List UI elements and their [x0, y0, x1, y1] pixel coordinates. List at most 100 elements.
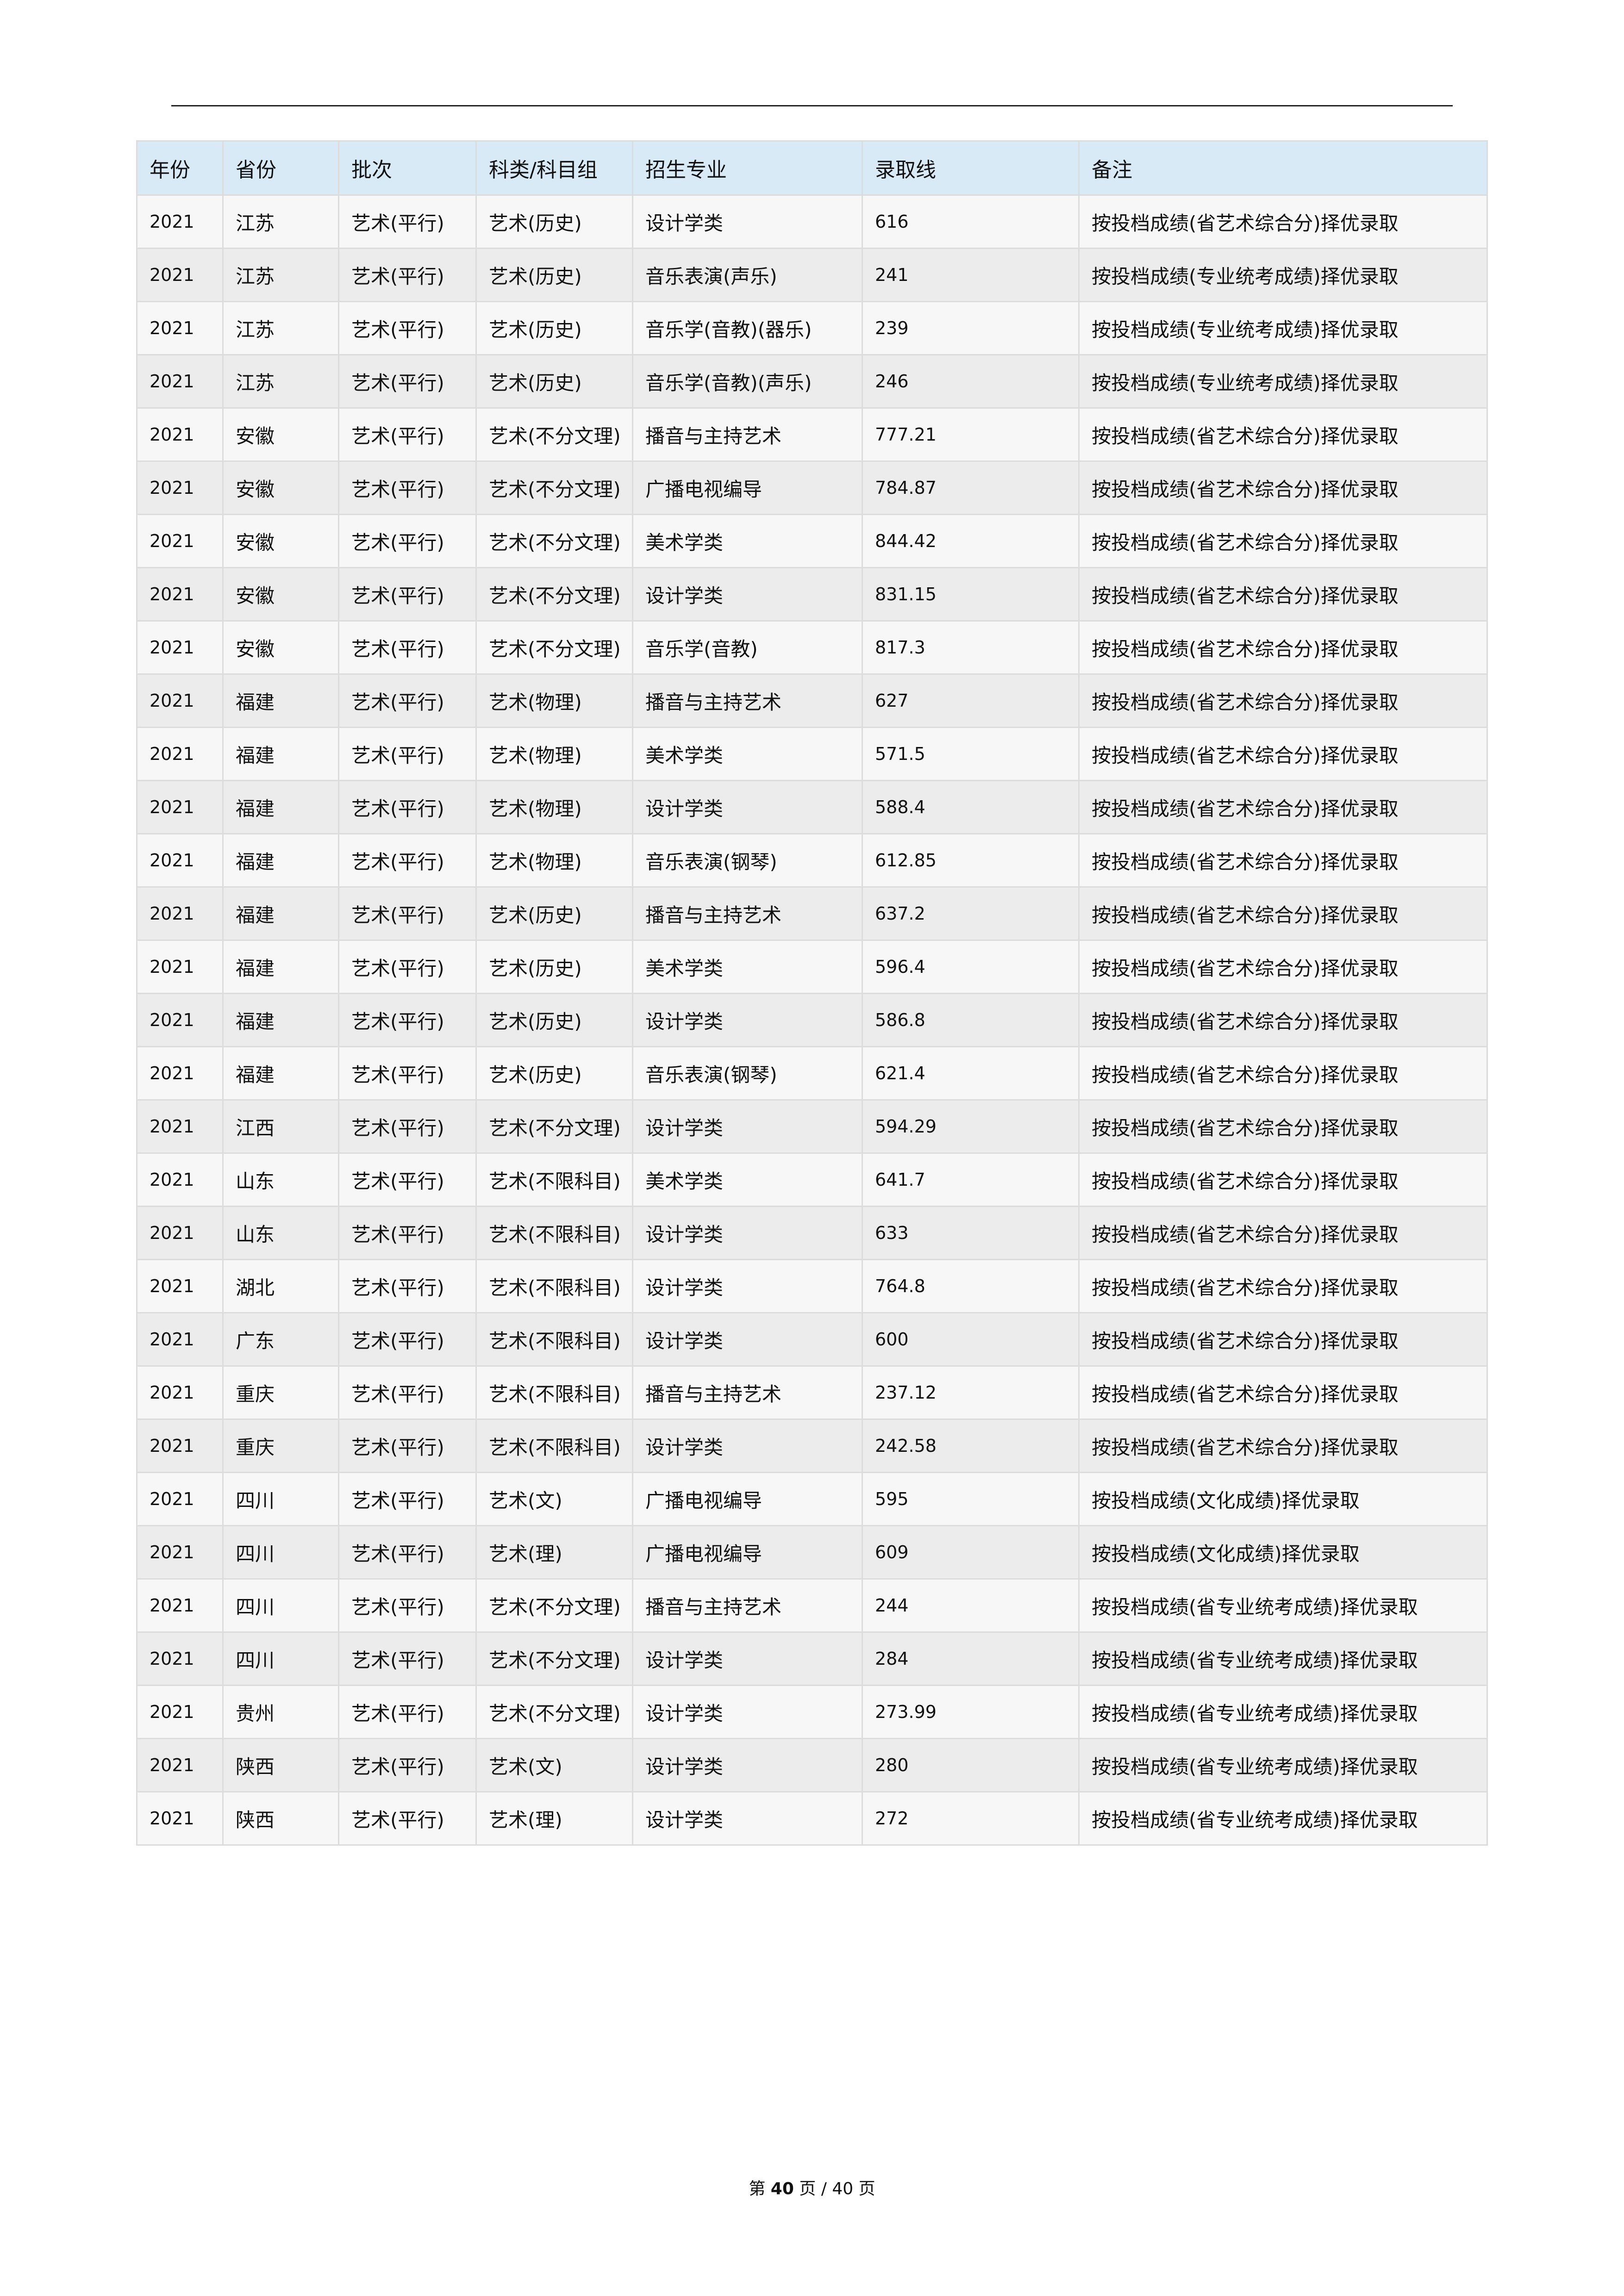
table-row: 2021 福建 艺术(平行) 艺术(物理) 美术学类 571.5 按投档成绩(省艺术综合分)… — [136, 727, 1488, 781]
cell-province: 福建 — [222, 1046, 339, 1101]
cell-score: 844.42 — [862, 514, 1080, 568]
cell-year: 2021 — [136, 1419, 224, 1473]
table-row: 2021 福建 艺术(平行) 艺术(物理) 音乐表演(钢琴) 612.85 按投档成绩(省艺… — [136, 833, 1488, 888]
table-row: 2021 安徽 艺术(平行) 艺术(不分文理) 美术学类 844.42 按投档成绩(省艺术综… — [136, 514, 1488, 568]
cell-score: 633 — [862, 1206, 1080, 1260]
table-row: 2021 福建 艺术(平行) 艺术(历史) 美术学类 596.4 按投档成绩(省艺术综合分)… — [136, 940, 1488, 994]
cell-major: 美术学类 — [632, 1152, 863, 1207]
cell-year: 2021 — [136, 1099, 224, 1154]
cell-province: 福建 — [222, 993, 339, 1047]
cell-batch: 艺术(平行) — [338, 833, 477, 888]
cell-year: 2021 — [136, 1046, 224, 1101]
cell-year: 2021 — [136, 407, 224, 462]
cell-score: 637.2 — [862, 886, 1080, 941]
cell-major: 音乐学(音教) — [632, 620, 863, 675]
cell-year: 2021 — [136, 1312, 224, 1367]
cell-score: 817.3 — [862, 620, 1080, 675]
cell-year: 2021 — [136, 567, 224, 622]
cell-score: 595 — [862, 1472, 1080, 1526]
cell-year: 2021 — [136, 514, 224, 568]
cell-batch: 艺术(平行) — [338, 1525, 477, 1580]
cell-batch: 艺术(平行) — [338, 1206, 477, 1260]
cell-score: 239 — [862, 301, 1080, 355]
cell-category: 艺术(不分文理) — [475, 1099, 633, 1154]
cell-major: 音乐表演(钢琴) — [632, 1046, 863, 1101]
cell-batch: 艺术(平行) — [338, 1685, 477, 1739]
cell-province: 江西 — [222, 1099, 339, 1154]
table-row: 2021 江苏 艺术(平行) 艺术(历史) 音乐学(音教)(声乐) 246 按投档成绩(专业… — [136, 354, 1488, 409]
header-rule — [171, 105, 1453, 106]
cell-province: 山东 — [222, 1152, 339, 1207]
cell-batch: 艺术(平行) — [338, 1152, 477, 1207]
cell-year: 2021 — [136, 1738, 224, 1792]
cell-note: 按投档成绩(省专业统考成绩)择优录取 — [1078, 1738, 1488, 1792]
page-prefix: 第 — [749, 2179, 766, 2198]
cell-batch: 艺术(平行) — [338, 248, 477, 302]
cell-score: 609 — [862, 1525, 1080, 1580]
cell-note: 按投档成绩(省艺术综合分)择优录取 — [1078, 1099, 1488, 1154]
cell-batch: 艺术(平行) — [338, 354, 477, 409]
cell-major: 设计学类 — [632, 1259, 863, 1313]
cell-major: 播音与主持艺术 — [632, 1578, 863, 1633]
table-row: 2021 福建 艺术(平行) 艺术(历史) 音乐表演(钢琴) 621.4 按投档成绩(省艺术… — [136, 1046, 1488, 1101]
cell-category: 艺术(物理) — [475, 780, 633, 834]
cell-year: 2021 — [136, 993, 224, 1047]
cell-score: 777.21 — [862, 407, 1080, 462]
admission-table: 年份 省份 批次 科类/科目组 招生专业 录取线 备注 2021 江苏 艺术(平行)… — [136, 140, 1488, 1846]
cell-note: 按投档成绩(文化成绩)择优录取 — [1078, 1472, 1488, 1526]
cell-batch: 艺术(平行) — [338, 407, 477, 462]
cell-note: 按投档成绩(省艺术综合分)择优录取 — [1078, 940, 1488, 994]
cell-batch: 艺术(平行) — [338, 301, 477, 355]
cell-year: 2021 — [136, 940, 224, 994]
header-score: 录取线 — [862, 140, 1080, 196]
table-row: 2021 陕西 艺术(平行) 艺术(理) 设计学类 272 按投档成绩(省专业统考成绩)择优… — [136, 1791, 1488, 1846]
table-row: 2021 安徽 艺术(平行) 艺术(不分文理) 广播电视编导 784.87 按投档成绩(省艺… — [136, 460, 1488, 515]
cell-major: 设计学类 — [632, 1631, 863, 1686]
cell-major: 设计学类 — [632, 1419, 863, 1473]
cell-year: 2021 — [136, 1578, 224, 1633]
cell-major: 播音与主持艺术 — [632, 1365, 863, 1420]
cell-province: 安徽 — [222, 460, 339, 515]
cell-category: 艺术(历史) — [475, 886, 633, 941]
cell-major: 广播电视编导 — [632, 1525, 863, 1580]
cell-province: 福建 — [222, 886, 339, 941]
cell-year: 2021 — [136, 833, 224, 888]
cell-category: 艺术(文) — [475, 1738, 633, 1792]
cell-major: 美术学类 — [632, 514, 863, 568]
cell-category: 艺术(历史) — [475, 301, 633, 355]
cell-note: 按投档成绩(文化成绩)择优录取 — [1078, 1525, 1488, 1580]
cell-year: 2021 — [136, 1206, 224, 1260]
cell-major: 设计学类 — [632, 993, 863, 1047]
cell-note: 按投档成绩(省艺术综合分)择优录取 — [1078, 567, 1488, 622]
table-row: 2021 江西 艺术(平行) 艺术(不分文理) 设计学类 594.29 按投档成绩(省艺术综… — [136, 1099, 1488, 1154]
cell-year: 2021 — [136, 1631, 224, 1686]
table-row: 2021 四川 艺术(平行) 艺术(理) 广播电视编导 609 按投档成绩(文化成绩)择优录… — [136, 1525, 1488, 1580]
cell-note: 按投档成绩(省艺术综合分)择优录取 — [1078, 460, 1488, 515]
cell-batch: 艺术(平行) — [338, 1631, 477, 1686]
cell-score: 627 — [862, 673, 1080, 728]
cell-batch: 艺术(平行) — [338, 1791, 477, 1846]
cell-province: 四川 — [222, 1472, 339, 1526]
cell-year: 2021 — [136, 1685, 224, 1739]
cell-batch: 艺术(平行) — [338, 1312, 477, 1367]
cell-category: 艺术(不限科目) — [475, 1312, 633, 1367]
cell-score: 600 — [862, 1312, 1080, 1367]
cell-batch: 艺术(平行) — [338, 1472, 477, 1526]
table-row: 2021 广东 艺术(平行) 艺术(不限科目) 设计学类 600 按投档成绩(省艺术综合分)… — [136, 1312, 1488, 1367]
cell-batch: 艺术(平行) — [338, 1419, 477, 1473]
cell-batch: 艺术(平行) — [338, 1046, 477, 1101]
table-header-row: 年份 省份 批次 科类/科目组 招生专业 录取线 备注 — [136, 140, 1488, 196]
table-row: 2021 安徽 艺术(平行) 艺术(不分文理) 设计学类 831.15 按投档成绩(省艺术综… — [136, 567, 1488, 622]
cell-score: 242.58 — [862, 1419, 1080, 1473]
cell-province: 陕西 — [222, 1791, 339, 1846]
cell-note: 按投档成绩(专业统考成绩)择优录取 — [1078, 354, 1488, 409]
cell-score: 784.87 — [862, 460, 1080, 515]
cell-major: 播音与主持艺术 — [632, 407, 863, 462]
cell-province: 陕西 — [222, 1738, 339, 1792]
page-separator: 页 / — [799, 2179, 827, 2198]
cell-score: 246 — [862, 354, 1080, 409]
cell-year: 2021 — [136, 1259, 224, 1313]
cell-batch: 艺术(平行) — [338, 514, 477, 568]
table-row: 2021 江苏 艺术(平行) 艺术(历史) 设计学类 616 按投档成绩(省艺术综合分)择优… — [136, 194, 1488, 249]
cell-year: 2021 — [136, 780, 224, 834]
